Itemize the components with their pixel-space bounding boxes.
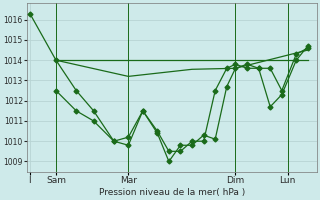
X-axis label: Pression niveau de la mer( hPa ): Pression niveau de la mer( hPa ) <box>99 188 245 197</box>
